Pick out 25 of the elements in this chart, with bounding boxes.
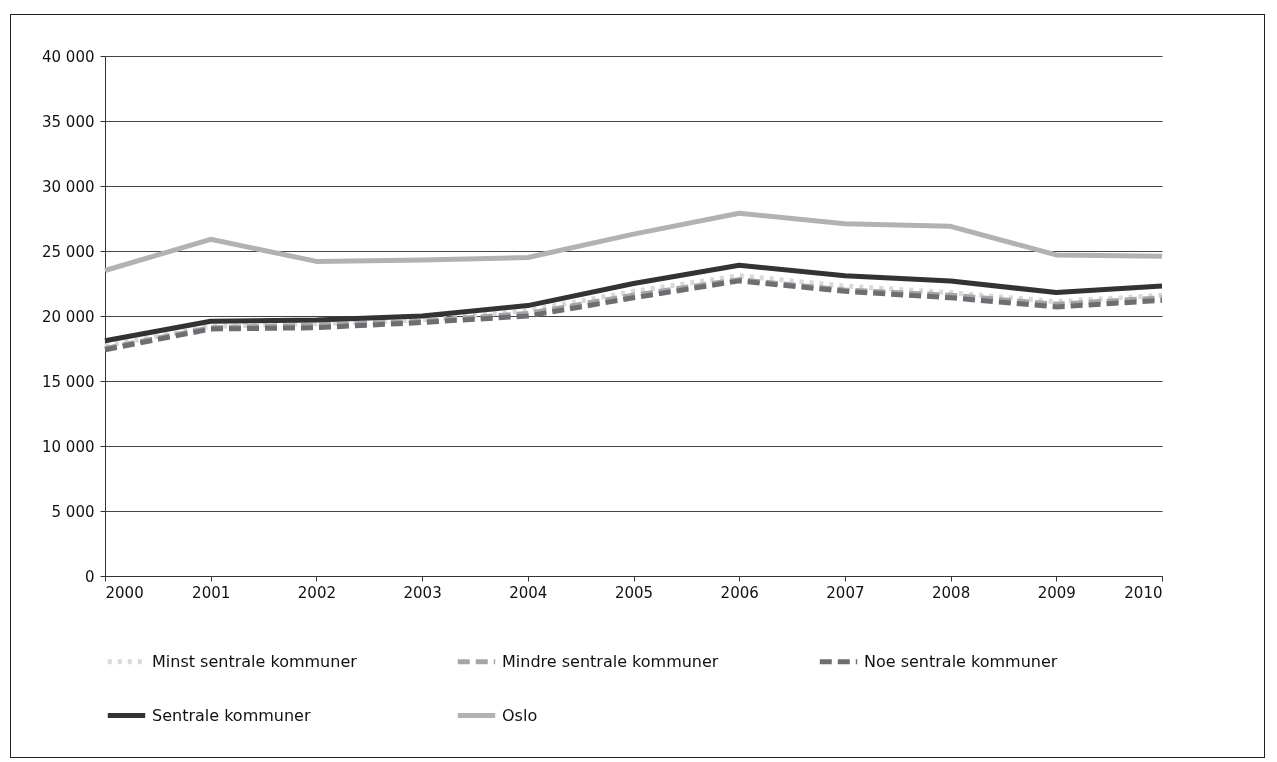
y-tick-label: 30 000 — [42, 177, 95, 196]
x-tick-label: 2010 — [1124, 583, 1163, 602]
legend-label: Noe sentrale kommuner — [864, 651, 1058, 671]
x-tick-label: 2003 — [403, 583, 442, 602]
x-tick-label: 2006 — [720, 583, 759, 602]
y-tick-label: 15 000 — [42, 372, 95, 391]
legend-label: Oslo — [502, 705, 538, 725]
legend-label: Mindre sentrale kommuner — [502, 651, 719, 671]
x-tick-label: 2000 — [105, 583, 144, 602]
x-tick-label: 2009 — [1037, 583, 1076, 602]
x-tick-label: 2001 — [192, 583, 231, 602]
y-tick-label: 25 000 — [42, 242, 95, 261]
x-tick-label: 2004 — [509, 583, 548, 602]
x-tick-label: 2005 — [614, 583, 654, 602]
x-tick-label: 2007 — [826, 583, 865, 602]
legend-label: Sentrale kommuner — [152, 705, 311, 725]
legend-label: Minst sentrale kommuner — [152, 651, 358, 671]
x-tick-label: 2008 — [932, 583, 971, 602]
y-tick-label: 35 000 — [42, 112, 95, 131]
y-tick-label: 10 000 — [42, 437, 95, 456]
y-tick-label: 40 000 — [42, 47, 95, 66]
y-tick-label: 0 — [84, 567, 95, 586]
y-tick-label: 20 000 — [42, 307, 95, 326]
x-tick-label: 2002 — [297, 583, 336, 602]
y-tick-label: 5 000 — [51, 502, 95, 521]
